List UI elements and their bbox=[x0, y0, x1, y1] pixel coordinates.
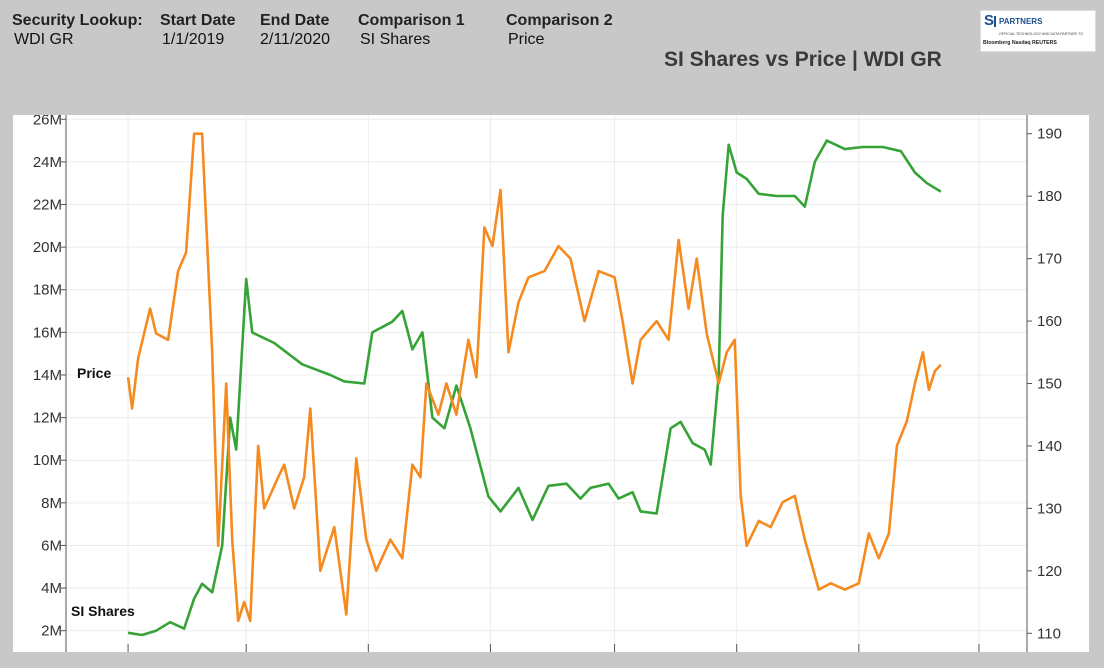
left-axis-tick-label: 24M bbox=[33, 154, 62, 171]
right-axis-tick-label: 130 bbox=[1037, 500, 1062, 517]
left-axis-tick-label: 26M bbox=[33, 115, 62, 128]
left-axis-tick-label: 4M bbox=[41, 580, 62, 597]
comparison2-label: Comparison 2 bbox=[506, 12, 613, 29]
logo-partners: Bloomberg Nasdaq REUTERS bbox=[983, 40, 1057, 46]
security-value: WDI GR bbox=[14, 31, 74, 48]
right-axis-tick-label: 170 bbox=[1037, 251, 1062, 268]
chart-title: SI Shares vs Price | WDI GR bbox=[664, 48, 942, 71]
header-end: End Date 2/11/2020 bbox=[260, 12, 330, 49]
header-start: Start Date 1/1/2019 bbox=[160, 12, 236, 49]
end-date-label: End Date bbox=[260, 12, 330, 29]
svg-text:S: S bbox=[984, 12, 994, 29]
left-axis-tick-label: 14M bbox=[33, 367, 62, 384]
left-axis-tick-label: 8M bbox=[41, 495, 62, 512]
comparison1-label: Comparison 1 bbox=[358, 12, 465, 29]
header-security: Security Lookup: WDI GR bbox=[12, 12, 143, 49]
left-axis-tick-label: 18M bbox=[33, 282, 62, 299]
left-axis-tick-label: 22M bbox=[33, 197, 62, 214]
right-axis-tick-label: 160 bbox=[1037, 313, 1062, 330]
left-axis-tick-label: 6M bbox=[41, 537, 62, 554]
end-date-value: 2/11/2020 bbox=[260, 31, 330, 48]
left-axis-tick-label: 2M bbox=[41, 623, 62, 640]
start-date-value: 1/1/2019 bbox=[162, 31, 225, 48]
header-comp1: Comparison 1 SI Shares bbox=[358, 12, 465, 49]
price-line bbox=[126, 132, 942, 623]
left-axis-tick-label: 12M bbox=[33, 410, 62, 427]
si-shares-series-label: SI Shares bbox=[71, 603, 135, 619]
right-axis-tick-label: 150 bbox=[1037, 376, 1062, 393]
start-date-label: Start Date bbox=[160, 12, 236, 29]
price-series-label: Price bbox=[77, 365, 111, 381]
logo-brand: PARTNERS bbox=[999, 17, 1043, 26]
chart-plot-area: 26M 24M 22M 20M 18M 16M 14M 12M 10M 8M 6M 4M 2M 190 18… bbox=[13, 111, 1089, 668]
left-axis-tick-label: 16M bbox=[33, 324, 62, 341]
right-axis-tick-label: 110 bbox=[1037, 625, 1061, 642]
si-shares-line bbox=[127, 139, 942, 637]
comparison1-value: SI Shares bbox=[360, 31, 431, 48]
left-axis-tick-label: 10M bbox=[33, 452, 62, 469]
logo-tagline: OFFICIAL TECHNOLOGY AND DATA PARTNER TO bbox=[999, 32, 1083, 36]
right-axis-tick-label: 120 bbox=[1037, 563, 1062, 580]
security-label: Security Lookup: bbox=[12, 12, 143, 29]
right-axis-tick-label: 140 bbox=[1037, 438, 1062, 455]
comparison2-value: Price bbox=[508, 31, 545, 48]
s3-partners-logo: S PARTNERS OFFICIAL TECHNOLOGY AND DATA … bbox=[980, 10, 1096, 52]
left-axis-tick-label: 20M bbox=[33, 239, 62, 256]
chart-svg: 26M 24M 22M 20M 18M 16M 14M 12M 10M 8M 6M 4M 2M 190 18… bbox=[33, 111, 1062, 668]
header-comp2: Comparison 2 Price bbox=[506, 12, 613, 49]
right-axis-tick-label: 180 bbox=[1037, 188, 1062, 205]
right-axis-tick-label: 190 bbox=[1037, 126, 1062, 143]
